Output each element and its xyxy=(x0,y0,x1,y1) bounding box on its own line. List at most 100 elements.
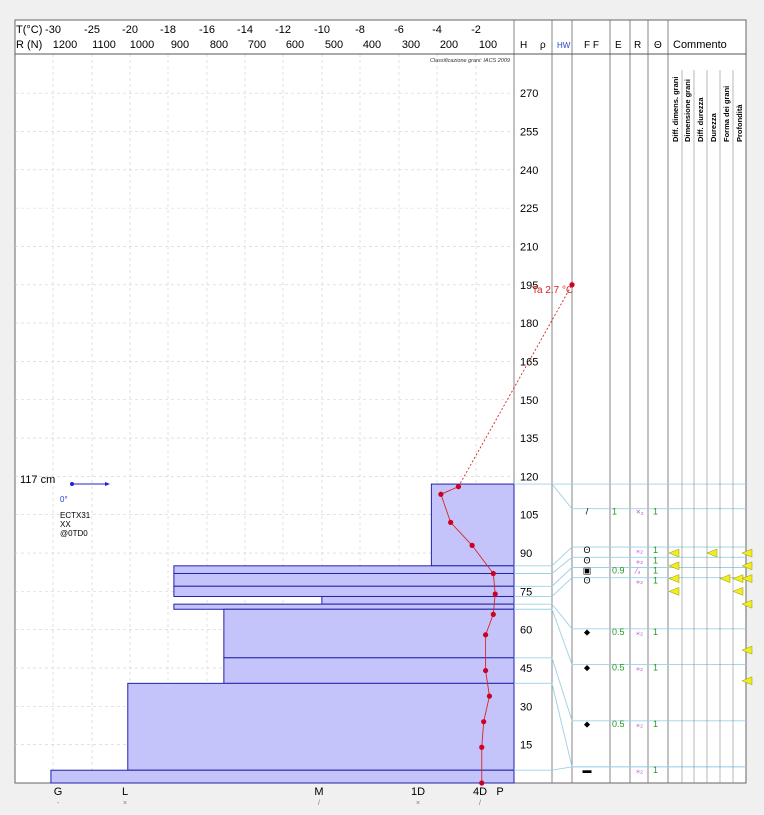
height-tick-label: 30 xyxy=(520,701,532,713)
comment-triangle xyxy=(719,574,731,583)
comment-triangle xyxy=(741,561,753,571)
comment-column-label: Profondità xyxy=(735,104,744,142)
station-line-3: @0TD0 xyxy=(60,529,88,538)
station-line-1: ECTX31 xyxy=(60,511,91,520)
classification-note: Classificazione grani: IACS 2009 xyxy=(430,58,510,64)
height-tick-label: 225 xyxy=(520,203,538,215)
snow-layer xyxy=(50,769,515,784)
col-ff-label: F F xyxy=(584,40,599,51)
res-tick-label: 300 xyxy=(402,39,420,51)
height-tick-label: 165 xyxy=(520,356,538,368)
col-hw-label: HW xyxy=(557,41,571,50)
comment-triangle xyxy=(668,548,680,558)
height-tick-label: 105 xyxy=(520,510,538,522)
hardness-scale-label: G xyxy=(54,786,63,798)
slope-indicator-arrow xyxy=(105,482,110,486)
height-tick-label: 240 xyxy=(520,165,538,177)
temperature-point xyxy=(479,744,485,750)
temperature-profile xyxy=(438,282,575,786)
res-tick-label: 400 xyxy=(363,39,381,51)
temp-tick-label: -20 xyxy=(122,24,138,36)
hardness-scale-symbol: × xyxy=(123,800,127,807)
temp-tick-label: -16 xyxy=(199,24,215,36)
grain-form-symbol: ▣ xyxy=(583,565,592,575)
hardness-symbol: ⁎₂ xyxy=(636,720,643,729)
grain-form-symbol: ⬥ xyxy=(584,663,591,673)
res-tick-label: 500 xyxy=(325,39,343,51)
theta-value: 1 xyxy=(653,719,658,729)
col-e-label: E xyxy=(615,40,622,51)
comment-triangle xyxy=(741,645,753,655)
comment-triangle xyxy=(668,561,680,571)
col-r-label: R xyxy=(634,40,641,51)
height-tick-label: 210 xyxy=(520,241,538,253)
temperature-point xyxy=(438,491,444,497)
height-tick-label: 90 xyxy=(520,548,532,560)
layer-link-line xyxy=(514,603,746,630)
col-rho-label: ρ xyxy=(540,40,546,51)
theta-value: 1 xyxy=(653,765,658,775)
theta-value: 1 xyxy=(653,507,658,517)
temp-tick-label: -8 xyxy=(355,24,365,36)
layer-link-line xyxy=(514,766,746,771)
temperature-point xyxy=(481,719,487,725)
res-tick-label: 1100 xyxy=(92,39,116,51)
height-tick-label: 150 xyxy=(520,395,538,407)
temperature-point xyxy=(492,591,498,597)
comment-triangle xyxy=(741,676,753,686)
snow-layer xyxy=(430,483,515,567)
height-tick-label: 60 xyxy=(520,625,532,637)
temperature-point xyxy=(490,611,496,617)
hardness-scale-label: 1D xyxy=(411,786,425,798)
grain-form-symbol: ʘ xyxy=(583,555,590,565)
air-temperature-link xyxy=(458,284,573,487)
temperature-point xyxy=(486,693,493,699)
comment-column-label: Dimensione grani xyxy=(683,79,692,142)
grain-size-value: 1 xyxy=(612,507,617,517)
temperature-point xyxy=(479,780,485,786)
hardness-scale-symbol: / xyxy=(318,800,320,807)
temperature-point xyxy=(483,667,489,674)
res-tick-label: 100 xyxy=(479,39,497,51)
height-tick-label: 15 xyxy=(520,740,532,752)
theta-value: 1 xyxy=(653,565,658,575)
temp-tick-label: -10 xyxy=(314,24,330,36)
snow-layer xyxy=(127,682,515,771)
hardness-scale: G L M 1D 4D P - × / × / xyxy=(54,786,504,807)
grain-form-symbol: ʘ xyxy=(583,576,590,586)
hardness-symbol: ⁎₂ xyxy=(636,766,643,775)
comment-triangle xyxy=(668,587,680,596)
res-tick-label: 800 xyxy=(210,39,228,51)
comment-columns: Diff. dimens. grani Dimensione grani Diff.… xyxy=(671,70,744,783)
height-tick-label: 45 xyxy=(520,663,532,675)
res-tick-label: 700 xyxy=(248,39,266,51)
slope-label: 0° xyxy=(60,495,68,504)
hardness-scale-label: L xyxy=(122,786,128,798)
grain-form-symbol: ⬥ xyxy=(584,719,591,729)
snow-layer xyxy=(321,595,515,605)
res-tick-label: 1200 xyxy=(53,39,77,51)
hardness-scale-label: M xyxy=(314,786,323,798)
theta-value: 1 xyxy=(653,555,658,565)
temp-tick-label: -6 xyxy=(394,24,404,36)
height-tick-label: 195 xyxy=(520,280,538,292)
layer-link-line xyxy=(514,567,746,587)
temp-tick-label: -30 xyxy=(45,24,61,36)
grain-size-value: 0.5 xyxy=(612,663,625,673)
grain-form-symbol: ⬥ xyxy=(584,627,591,637)
res-tick-label: 200 xyxy=(440,39,458,51)
hardness-symbol: ⁎₂ xyxy=(636,628,643,637)
layer-link-line xyxy=(514,556,746,574)
layer-link-line xyxy=(514,483,746,510)
layers xyxy=(50,483,515,784)
grain-size-value: 0.9 xyxy=(612,565,625,575)
hardness-symbol: ⁎₂ xyxy=(636,546,643,555)
snow-layer xyxy=(173,572,515,587)
height-ticks: 15 30 45 60 75 90 105 120 135 150 165 180 195 210 225 2… xyxy=(520,88,538,752)
temperature-point xyxy=(483,632,489,638)
temp-axis-label: T(°C) xyxy=(16,24,42,36)
grain-form-symbol: / xyxy=(586,507,589,517)
snow-layer xyxy=(223,657,515,684)
col-comment-label: Commento xyxy=(673,39,727,51)
